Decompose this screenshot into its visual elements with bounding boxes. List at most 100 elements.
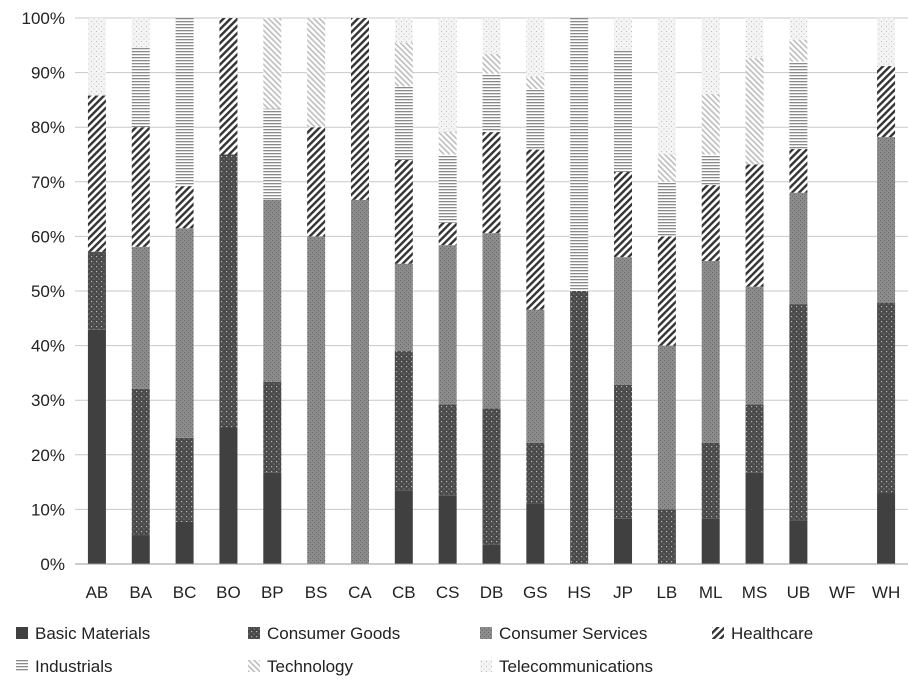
legend-label: Healthcare [731, 624, 813, 643]
x-tick-label: WH [872, 583, 900, 602]
bars [87, 18, 896, 564]
bar-segment-JP-2 [614, 257, 633, 385]
bar-segment-HS-1 [570, 291, 589, 564]
bar-segment-CB-3 [394, 159, 413, 264]
x-tick-label: BP [261, 583, 284, 602]
legend-label: Consumer Services [499, 624, 647, 643]
bar-segment-LB-4 [657, 181, 676, 237]
bar-segment-GS-6 [526, 18, 545, 77]
bar-segment-WH-0 [877, 493, 896, 564]
bar-segment-BA-2 [131, 246, 150, 389]
bar-segment-LB-3 [657, 236, 676, 346]
bar-segment-DB-5 [482, 54, 501, 74]
bar-segment-MS-1 [745, 404, 764, 473]
bar-segment-BA-4 [131, 48, 150, 128]
x-tick-label: GS [523, 583, 548, 602]
y-tick-label: 50% [31, 282, 65, 301]
x-tick-label: AB [86, 583, 109, 602]
bar-segment-CB-6 [394, 18, 413, 43]
bar-segment-UB-4 [789, 61, 808, 150]
x-tick-label: CS [436, 583, 460, 602]
bar-segment-CS-2 [438, 245, 457, 405]
bar-segment-UB-0 [789, 520, 808, 564]
bar-segment-DB-6 [482, 18, 501, 55]
bar-segment-BC-1 [175, 437, 194, 522]
x-tick-label: ML [699, 583, 723, 602]
legend-swatch [480, 627, 492, 639]
y-tick-label: 30% [31, 391, 65, 410]
bar-segment-JP-1 [614, 384, 633, 519]
bar-segment-CB-0 [394, 490, 413, 564]
bar-segment-CB-4 [394, 86, 413, 160]
y-tick-label: 90% [31, 64, 65, 83]
bar-segment-BP-1 [263, 381, 282, 473]
bar-segment-ML-0 [701, 518, 720, 564]
bar-segment-MS-5 [745, 57, 764, 165]
bar-segment-DB-0 [482, 544, 501, 564]
bar-segment-DB-3 [482, 132, 501, 234]
bar-segment-CS-3 [438, 222, 457, 246]
bar-segment-BO-1 [219, 154, 238, 428]
x-tick-label: UB [787, 583, 811, 602]
bar-segment-BA-1 [131, 388, 150, 536]
bar-segment-AB-6 [87, 18, 106, 96]
legend-label: Telecommunications [499, 657, 653, 676]
bar-segment-LB-1 [657, 509, 676, 564]
x-tick-label: BS [305, 583, 328, 602]
bar-segment-BA-3 [131, 127, 150, 247]
y-tick-label: 60% [31, 227, 65, 246]
bar-segment-WH-6 [877, 18, 896, 67]
bar-segment-MS-0 [745, 472, 764, 564]
bar-segment-BC-4 [175, 18, 194, 187]
bar-segment-GS-1 [526, 442, 545, 504]
bar-segment-BP-0 [263, 472, 282, 564]
bar-segment-MS-3 [745, 164, 764, 287]
bar-segment-WH-3 [877, 66, 896, 138]
legend-swatch [16, 660, 28, 672]
bar-segment-GS-3 [526, 149, 545, 310]
bar-segment-ML-4 [701, 154, 720, 186]
legend-label: Technology [267, 657, 354, 676]
bar-segment-BP-4 [263, 108, 282, 200]
bar-segment-AB-1 [87, 251, 106, 330]
legend-swatch [480, 660, 492, 672]
bar-segment-BC-2 [175, 228, 194, 438]
x-tick-label: WF [829, 583, 855, 602]
bar-segment-CA-2 [350, 199, 369, 564]
x-tick-label: BO [216, 583, 241, 602]
bar-segment-UB-5 [789, 39, 808, 62]
bar-segment-CB-1 [394, 351, 413, 491]
bar-segment-UB-1 [789, 304, 808, 521]
bar-segment-WH-2 [877, 137, 896, 304]
legend-swatch [16, 627, 28, 639]
bar-segment-UB-3 [789, 149, 808, 193]
bar-segment-CA-3 [350, 18, 369, 200]
bar-segment-BC-0 [175, 521, 194, 564]
bar-segment-CB-2 [394, 263, 413, 352]
legend: Basic Materials Consumer Goods Consumer Se… [16, 624, 813, 676]
bar-segment-LB-2 [657, 345, 676, 510]
bar-segment-CS-6 [438, 18, 457, 132]
x-tick-label: JP [613, 583, 633, 602]
bar-segment-GS-5 [526, 76, 545, 89]
bar-segment-CS-1 [438, 404, 457, 496]
bar-segment-BS-2 [307, 236, 326, 564]
legend-swatch [248, 660, 260, 672]
bar-segment-GS-2 [526, 309, 545, 443]
bar-segment-LB-6 [657, 18, 676, 155]
bar-segment-BP-5 [263, 18, 282, 109]
bar-segment-JP-6 [614, 18, 633, 51]
bar-segment-WH-1 [877, 303, 896, 494]
x-tick-label: CA [348, 583, 372, 602]
y-tick-label: 70% [31, 173, 65, 192]
bar-segment-AB-0 [87, 329, 106, 564]
bar-segment-BP-2 [263, 199, 282, 382]
bar-segment-BS-5 [307, 18, 326, 128]
bar-segment-CS-4 [438, 154, 457, 223]
x-tick-label: HS [567, 583, 591, 602]
legend-label: Consumer Goods [267, 624, 400, 643]
bar-segment-GS-4 [526, 88, 545, 150]
bar-segment-UB-6 [789, 18, 808, 40]
x-tick-label: BC [173, 583, 197, 602]
